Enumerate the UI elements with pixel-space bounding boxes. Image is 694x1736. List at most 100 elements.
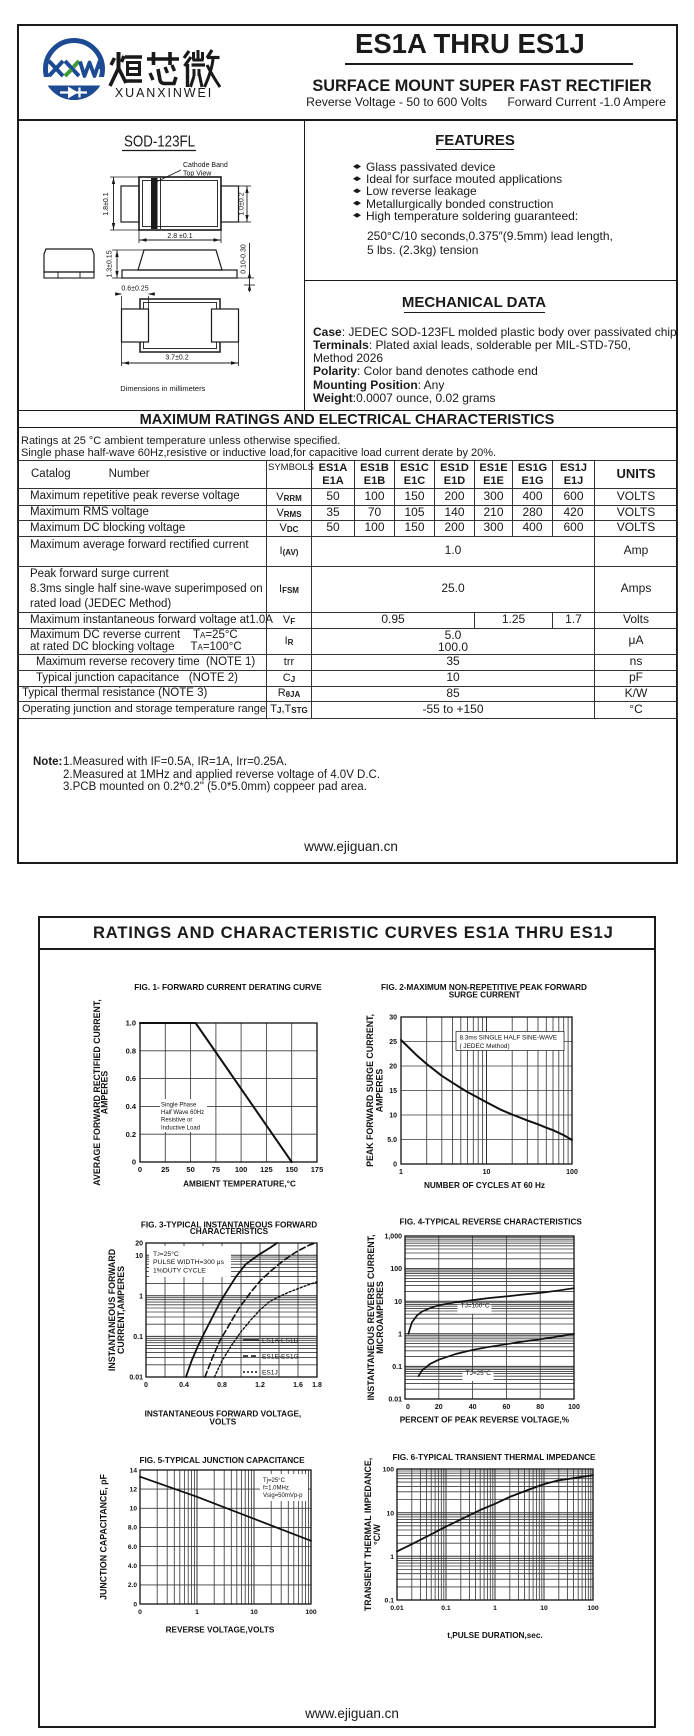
svg-text:0.8: 0.8 <box>217 1382 227 1389</box>
svg-text:Cathode Band: Cathode Band <box>183 162 228 169</box>
svg-text:0.6±0.25: 0.6±0.25 <box>121 286 148 293</box>
svg-text:0: 0 <box>132 1158 136 1167</box>
svg-text:TJ=25°C: TJ=25°C <box>466 1369 491 1377</box>
svg-text:VOLTS: VOLTS <box>210 1418 237 1427</box>
svg-text:8.3ms SINGLE HALF SINE-WAVE: 8.3ms SINGLE HALF SINE-WAVE <box>460 1035 558 1042</box>
svg-text:1%DUTY CYCLE: 1%DUTY CYCLE <box>153 1267 206 1274</box>
svg-text:0.2: 0.2 <box>126 1130 136 1139</box>
svg-text:20: 20 <box>435 1404 443 1411</box>
svg-text:1: 1 <box>493 1605 497 1612</box>
svg-text:150: 150 <box>285 1165 298 1174</box>
svg-text:50: 50 <box>186 1165 194 1174</box>
svg-text:t,PULSE DURATION,sec.: t,PULSE DURATION,sec. <box>447 1631 542 1640</box>
svg-text:FIG. 2-MAXIMUM NON-REPETITIVE: FIG. 2-MAXIMUM NON-REPETITIVE PEAK FORWA… <box>381 983 587 992</box>
svg-text:AMPERES: AMPERES <box>375 1069 385 1113</box>
svg-text:4.0: 4.0 <box>128 1563 137 1570</box>
svg-text:PEAK FORWARD SURGE CURRENT,: PEAK FORWARD SURGE CURRENT, <box>365 1014 375 1167</box>
svg-text:Dimensions in millimeters: Dimensions in millimeters <box>120 384 205 393</box>
svg-text:Single Phase: Single Phase <box>161 1103 197 1109</box>
svg-text:ES1E-ES1G: ES1E-ES1G <box>262 1354 299 1361</box>
svg-text:CHARACTERISTICS: CHARACTERISTICS <box>190 1227 269 1236</box>
svg-text:SOD-123FL: SOD-123FL <box>124 134 195 151</box>
svg-text:0.01: 0.01 <box>390 1605 403 1612</box>
svg-text:0.8: 0.8 <box>126 1046 136 1055</box>
svg-text:FIG. 4-TYPICAL REVERSE CHARACT: FIG. 4-TYPICAL REVERSE CHARACTERISTICS <box>400 1218 583 1226</box>
svg-text:40: 40 <box>469 1404 477 1411</box>
svg-text:175: 175 <box>311 1165 324 1174</box>
svg-text:°C/W: °C/W <box>372 1523 382 1544</box>
svg-text:1: 1 <box>390 1554 394 1561</box>
svg-text:FIG. 1- FORWARD CURRENT DERATI: FIG. 1- FORWARD CURRENT DERATING CURVE <box>134 983 322 992</box>
svg-text:10: 10 <box>389 1113 397 1120</box>
svg-text:FIG. 6-TYPICAL TRANSIENT THERM: FIG. 6-TYPICAL TRANSIENT THERMAL IMPEDAN… <box>392 1453 596 1462</box>
svg-text:0.10-0.30: 0.10-0.30 <box>241 244 248 274</box>
svg-text:0: 0 <box>138 1165 142 1174</box>
svg-text:100: 100 <box>568 1404 580 1411</box>
svg-text:8.0: 8.0 <box>128 1525 137 1532</box>
svg-text:FIG. 5-TYPICAL JUNCTION CAPACI: FIG. 5-TYPICAL JUNCTION CAPACITANCE <box>139 1456 305 1465</box>
svg-text:Inductive Load: Inductive Load <box>161 1125 200 1131</box>
svg-text:0: 0 <box>393 1162 397 1169</box>
svg-text:20: 20 <box>135 1241 143 1248</box>
svg-text:100: 100 <box>383 1467 395 1474</box>
svg-text:0: 0 <box>144 1382 148 1389</box>
svg-text:1.2: 1.2 <box>255 1382 265 1389</box>
svg-text:AMPERES: AMPERES <box>100 1071 110 1115</box>
svg-text:100: 100 <box>305 1609 317 1616</box>
svg-text:100: 100 <box>235 1165 248 1174</box>
svg-text:10: 10 <box>483 1169 491 1176</box>
svg-text:TRANSIENT THERMAL IMPEDANCE,: TRANSIENT THERMAL IMPEDANCE, <box>363 1458 373 1611</box>
svg-text:10: 10 <box>540 1605 548 1612</box>
svg-text:10: 10 <box>135 1253 143 1260</box>
svg-text:AMBIENT TEMPERATURE,°C: AMBIENT TEMPERATURE,°C <box>183 1180 296 1189</box>
svg-text:INSTANTANEOUS REVERSE CURRENT,: INSTANTANEOUS REVERSE CURRENT, <box>366 1235 376 1401</box>
svg-text:0: 0 <box>133 1601 137 1608</box>
svg-text:3.7±0.2: 3.7±0.2 <box>165 355 188 362</box>
svg-text:CURRENT,AMPERES: CURRENT,AMPERES <box>116 1266 126 1354</box>
svg-text:6.0: 6.0 <box>128 1544 137 1551</box>
svg-text:1.3±0.15: 1.3±0.15 <box>107 250 114 277</box>
svg-text:100: 100 <box>566 1169 578 1176</box>
svg-text:1: 1 <box>139 1293 143 1300</box>
svg-text:1.8±0.1: 1.8±0.1 <box>103 192 110 215</box>
svg-text:100: 100 <box>587 1605 599 1612</box>
svg-text:( JEDEC Method): ( JEDEC Method) <box>460 1043 510 1050</box>
svg-text:1.0±0.2: 1.0±0.2 <box>239 192 246 215</box>
svg-text:25: 25 <box>389 1039 397 1046</box>
svg-text:AVERAGE FORWARD RECTIFIED CURR: AVERAGE FORWARD RECTIFIED CURRENT, <box>92 999 102 1185</box>
svg-text:MICROAMPERES: MICROAMPERES <box>375 1281 385 1354</box>
svg-text:FIG. 3-TYPICAL INSTANTANEOUS F: FIG. 3-TYPICAL INSTANTANEOUS FORWARD <box>141 1220 317 1229</box>
svg-text:PERCENT OF PEAK REVERSE VOLTAG: PERCENT OF PEAK REVERSE VOLTAGE,% <box>400 1416 570 1425</box>
svg-text:30: 30 <box>389 1015 397 1022</box>
svg-text:SURGE CURRENT: SURGE CURRENT <box>449 990 520 999</box>
svg-text:25: 25 <box>161 1165 169 1174</box>
svg-text:15: 15 <box>389 1088 397 1095</box>
svg-text:Tj=25°C: Tj=25°C <box>263 1478 286 1484</box>
svg-text:1: 1 <box>195 1609 199 1616</box>
svg-text:10: 10 <box>394 1299 402 1306</box>
svg-text:Top View: Top View <box>183 171 212 178</box>
svg-text:NUMBER OF CYCLES AT 60 Hz: NUMBER OF CYCLES AT 60 Hz <box>424 1181 545 1190</box>
svg-text:INSTANTANEOUS FORWARD VOLTAGE,: INSTANTANEOUS FORWARD VOLTAGE, <box>145 1410 302 1419</box>
svg-text:0.1: 0.1 <box>133 1334 143 1341</box>
svg-text:f=1.0MHz: f=1.0MHz <box>263 1486 289 1492</box>
svg-text:Vsig=50mVp-p: Vsig=50mVp-p <box>263 1493 303 1499</box>
svg-text:INSTANTANEOUS FORWARD: INSTANTANEOUS FORWARD <box>107 1249 117 1371</box>
svg-text:REVERSE VOLTAGE,VOLTS: REVERSE VOLTAGE,VOLTS <box>166 1626 275 1635</box>
svg-text:1.0: 1.0 <box>126 1019 136 1028</box>
svg-text:0.1: 0.1 <box>392 1364 402 1371</box>
svg-text:1,000: 1,000 <box>384 1234 402 1241</box>
svg-text:0.4: 0.4 <box>179 1382 189 1389</box>
svg-text:Resistive or: Resistive or <box>161 1118 192 1124</box>
svg-text:14: 14 <box>130 1467 138 1474</box>
svg-text:12: 12 <box>130 1486 138 1493</box>
svg-text:0.01: 0.01 <box>129 1375 143 1382</box>
svg-text:10: 10 <box>250 1609 258 1616</box>
svg-text:ES1J: ES1J <box>262 1370 278 1377</box>
svg-text:125: 125 <box>260 1165 273 1174</box>
svg-text:0.4: 0.4 <box>126 1102 137 1111</box>
svg-text:0: 0 <box>138 1609 142 1616</box>
svg-text:0.6: 0.6 <box>126 1074 136 1083</box>
svg-text:0.01: 0.01 <box>388 1397 402 1404</box>
svg-text:1: 1 <box>398 1331 402 1338</box>
